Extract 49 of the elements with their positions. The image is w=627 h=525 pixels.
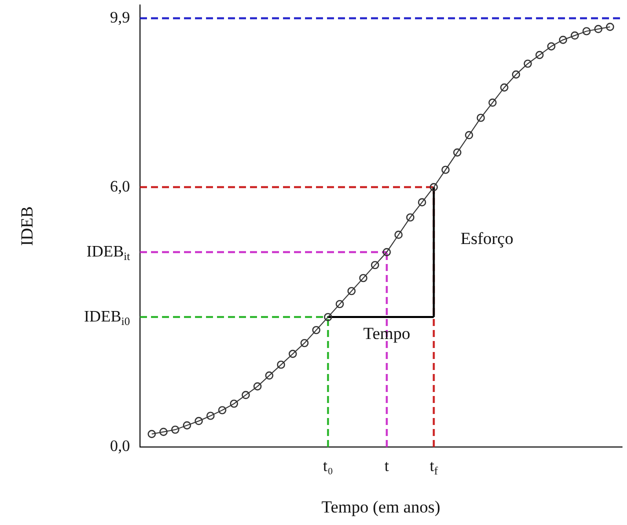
y-tick-label: 0,0 (110, 438, 130, 456)
point (312, 326, 320, 334)
point (606, 22, 614, 31)
point (441, 166, 450, 174)
point (558, 36, 568, 44)
point (535, 50, 544, 60)
point (182, 421, 192, 430)
point (324, 312, 332, 322)
x-tick-label: t (384, 458, 390, 476)
x-axis-title: Tempo (em anos) (322, 497, 440, 516)
point (570, 31, 579, 40)
point (406, 213, 414, 222)
point (370, 260, 380, 270)
point (418, 198, 426, 206)
point (382, 248, 391, 256)
y-axis-title: IDEB (17, 206, 36, 246)
point (171, 426, 180, 434)
point (394, 230, 403, 239)
point (206, 412, 215, 420)
point (582, 27, 591, 36)
point (464, 131, 474, 140)
point (430, 183, 438, 192)
point (500, 83, 508, 92)
y-tick-label: 9,9 (110, 9, 130, 26)
point (276, 360, 286, 369)
point (347, 286, 356, 296)
point (288, 350, 297, 358)
point (148, 430, 156, 438)
y-tick-label: 6,0 (110, 178, 130, 196)
point (594, 24, 602, 34)
point (476, 114, 485, 122)
point (336, 300, 344, 308)
point (359, 274, 368, 282)
point (512, 70, 520, 79)
point (159, 428, 168, 436)
point (242, 390, 250, 400)
point (218, 406, 226, 414)
point (300, 338, 309, 348)
point (265, 371, 274, 380)
point (524, 60, 532, 68)
point (453, 148, 462, 157)
x-tick-label: t₀ (323, 458, 334, 476)
annotation: Esforço (460, 228, 514, 248)
annotation: Tempo (363, 324, 410, 343)
point (253, 382, 262, 390)
point (488, 98, 497, 107)
point (547, 42, 556, 50)
point (194, 416, 203, 426)
point (230, 400, 238, 408)
